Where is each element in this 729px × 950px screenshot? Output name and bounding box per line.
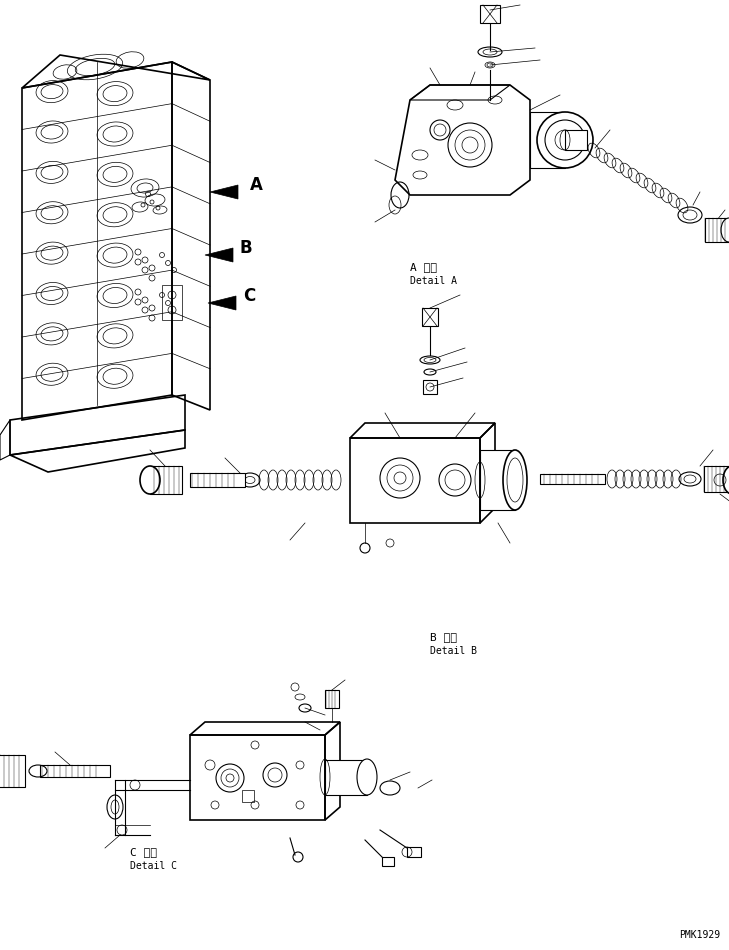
Bar xyxy=(407,847,421,857)
Bar xyxy=(423,380,437,394)
Bar xyxy=(530,112,565,168)
Ellipse shape xyxy=(357,759,377,795)
Text: Detail C: Detail C xyxy=(130,861,177,871)
Bar xyxy=(150,466,182,494)
Text: A 詳細: A 詳細 xyxy=(410,262,437,272)
Bar xyxy=(325,690,339,708)
Ellipse shape xyxy=(503,450,527,510)
Polygon shape xyxy=(208,296,236,310)
Circle shape xyxy=(216,764,244,792)
Text: C: C xyxy=(243,287,255,305)
Bar xyxy=(480,450,515,510)
Text: C 詳細: C 詳細 xyxy=(130,847,157,857)
Bar xyxy=(540,474,605,484)
Circle shape xyxy=(537,112,593,168)
Text: A: A xyxy=(250,176,263,194)
Text: Detail B: Detail B xyxy=(430,646,477,656)
Circle shape xyxy=(448,123,492,167)
Text: B: B xyxy=(240,239,253,257)
Ellipse shape xyxy=(723,466,729,494)
Bar xyxy=(242,790,254,802)
Circle shape xyxy=(430,120,450,140)
Bar xyxy=(704,466,729,492)
Bar xyxy=(565,130,587,150)
Bar xyxy=(40,765,110,777)
Polygon shape xyxy=(205,248,233,262)
Bar xyxy=(480,5,500,23)
Text: Detail A: Detail A xyxy=(410,276,457,286)
Bar xyxy=(0,755,25,787)
Bar xyxy=(705,218,729,242)
Bar xyxy=(190,473,245,487)
Circle shape xyxy=(263,763,287,787)
Bar xyxy=(325,760,367,795)
Text: B 詳細: B 詳細 xyxy=(430,632,457,642)
Text: PMK1929: PMK1929 xyxy=(679,930,720,940)
Ellipse shape xyxy=(140,466,160,494)
Bar xyxy=(382,857,394,866)
Ellipse shape xyxy=(721,218,729,242)
Circle shape xyxy=(380,458,420,498)
Circle shape xyxy=(439,464,471,496)
Bar xyxy=(162,285,182,320)
Bar xyxy=(422,308,438,326)
Polygon shape xyxy=(210,185,238,199)
